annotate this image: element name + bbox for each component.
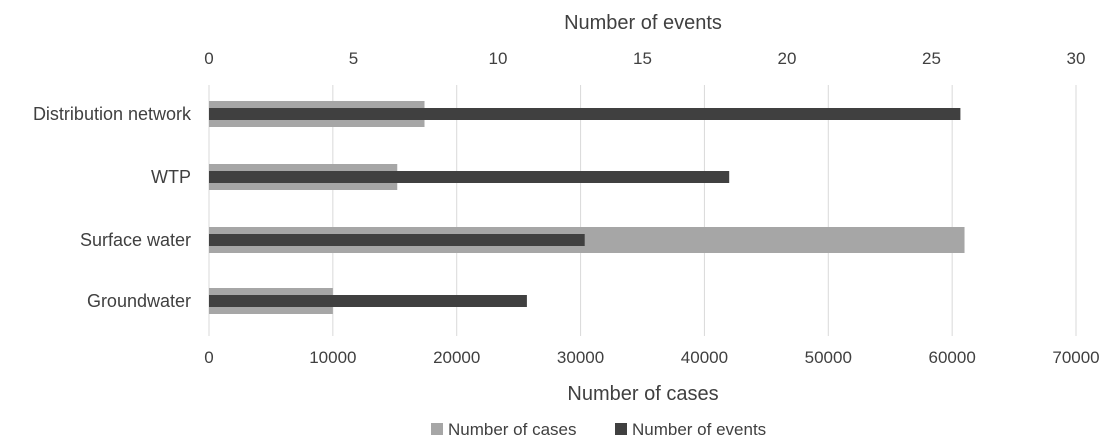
bar-number-of-events [209,234,585,246]
top-axis-title: Number of events [564,12,722,34]
top-tick-label: 10 [489,49,508,68]
category-label: WTP [151,167,191,187]
legend-swatch-cases [431,423,443,435]
top-tick-label: 5 [349,49,358,68]
legend-label-events: Number of events [632,420,766,439]
top-tick-label: 25 [922,49,941,68]
top-tick-label: 0 [204,49,213,68]
top-tick-label: 20 [778,49,797,68]
bar-number-of-events [209,108,961,120]
bottom-tick-label: 30000 [557,348,604,367]
bottom-tick-label: 60000 [929,348,976,367]
top-tick-label: 30 [1067,49,1086,68]
bottom-tick-label: 0 [204,348,213,367]
bar-number-of-events [209,295,527,307]
bar-number-of-events [209,171,730,183]
top-axis-ticks: 0 5 10 15 20 25 30 [204,49,1085,68]
top-tick-label: 15 [633,49,652,68]
category-label: Groundwater [87,291,191,311]
bottom-tick-label: 20000 [433,348,480,367]
bottom-axis-ticks: 0 10000 20000 30000 40000 50000 60000 70000 [204,348,1099,367]
legend: Number of cases Number of events [431,420,766,439]
bottom-tick-label: 50000 [805,348,852,367]
legend-label-cases: Number of cases [448,420,577,439]
bottom-tick-label: 70000 [1052,348,1099,367]
category-label: Distribution network [33,104,192,124]
legend-swatch-events [615,423,627,435]
category-label: Surface water [80,230,191,250]
bars [209,101,965,314]
category-labels: Distribution network WTP Surface water Grou… [33,104,192,311]
bottom-tick-label: 40000 [681,348,728,367]
bottom-axis-title: Number of cases [567,383,718,405]
bottom-tick-label: 10000 [309,348,356,367]
